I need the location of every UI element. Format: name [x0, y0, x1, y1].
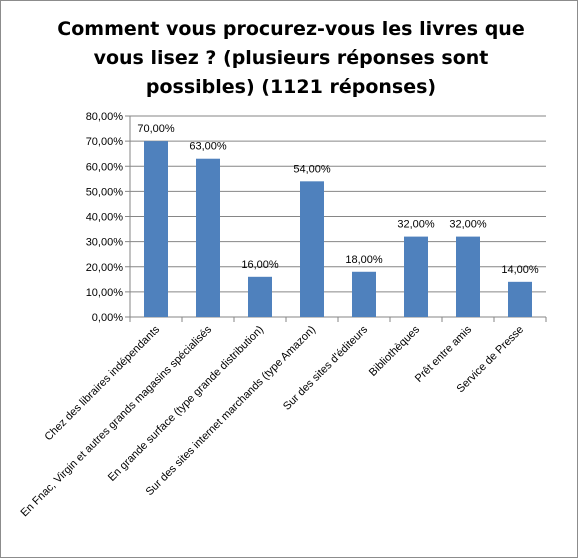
data-label: 16,00%: [241, 259, 279, 271]
y-tick-label: 30,00%: [86, 237, 124, 249]
y-tick-label: 40,00%: [86, 212, 124, 224]
chart-title-line-3: possibles) (1121 réponses): [145, 76, 437, 98]
chart-title-line-1: Comment vous procurez-vous les livres qu…: [57, 18, 525, 40]
y-tick-label: 80,00%: [86, 111, 124, 123]
bar: [508, 281, 532, 317]
bar: [352, 271, 376, 317]
y-tick-label: 0,00%: [92, 312, 123, 324]
bar: [248, 276, 272, 317]
category-label: Sur des sites d'éditeurs: [281, 323, 370, 412]
bar: [196, 158, 220, 317]
data-label: 18,00%: [345, 254, 383, 266]
y-tick-label: 50,00%: [86, 186, 124, 198]
data-label: 32,00%: [449, 219, 487, 231]
category-label: En Fnac, Virgin et autres grands magasin…: [19, 323, 215, 519]
data-label: 14,00%: [501, 264, 539, 276]
y-tick-label: 60,00%: [86, 161, 124, 173]
y-tick-label: 20,00%: [86, 262, 124, 274]
data-label: 54,00%: [293, 163, 331, 175]
data-label: 32,00%: [397, 219, 435, 231]
bar: [300, 181, 324, 317]
y-tick-label: 10,00%: [86, 287, 124, 299]
y-tick-label: 70,00%: [86, 136, 124, 148]
chart-title: Comment vous procurez-vous les livres qu…: [21, 15, 561, 102]
bar: [404, 236, 428, 317]
category-label: Bibliothèques: [367, 323, 423, 379]
data-label: 63,00%: [189, 141, 227, 153]
chart-title-line-2: vous lisez ? (plusieurs réponses sont: [93, 47, 489, 69]
bar: [144, 141, 168, 317]
category-label: Chez des libraires indépendants: [43, 323, 163, 443]
bar: [456, 236, 480, 317]
data-label: 70,00%: [137, 123, 175, 135]
